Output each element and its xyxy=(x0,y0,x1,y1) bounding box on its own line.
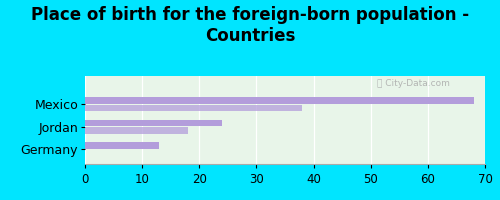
Bar xyxy=(85,97,473,104)
Bar xyxy=(85,120,222,126)
Text: Place of birth for the foreign-born population -
Countries: Place of birth for the foreign-born popu… xyxy=(31,6,469,45)
Bar xyxy=(85,127,188,134)
Text: ⓘ City-Data.com: ⓘ City-Data.com xyxy=(377,79,450,88)
Bar xyxy=(85,105,302,111)
Bar xyxy=(85,142,160,149)
